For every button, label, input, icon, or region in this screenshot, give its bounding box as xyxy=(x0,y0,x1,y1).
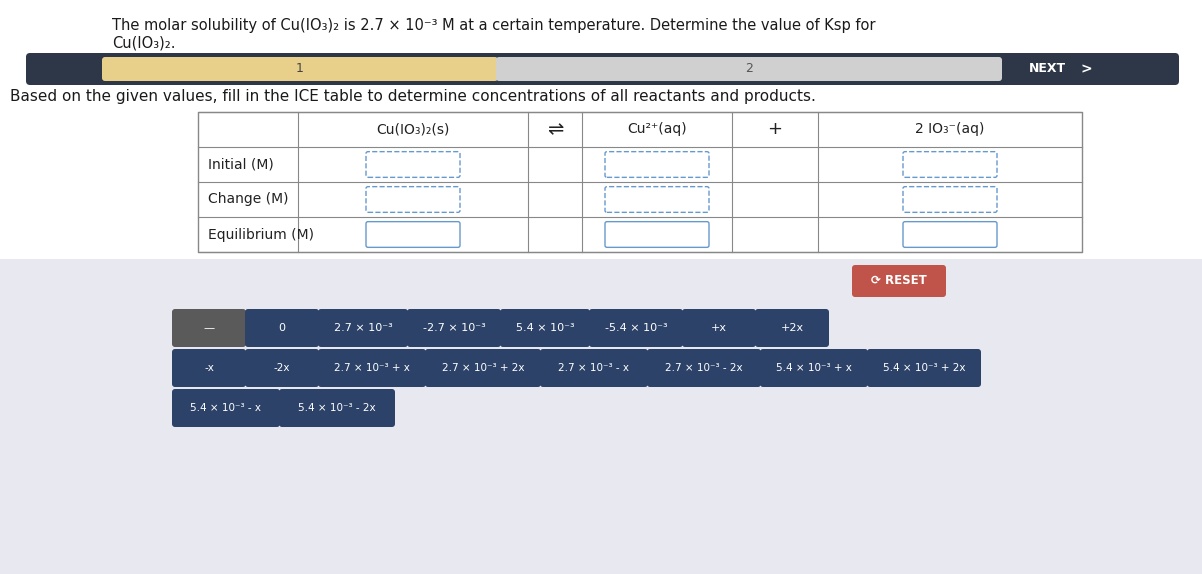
FancyBboxPatch shape xyxy=(172,389,280,427)
FancyBboxPatch shape xyxy=(605,152,709,177)
Text: The molar solubility of Cu(IO₃)₂ is 2.7 × 10⁻³ M at a certain temperature. Deter: The molar solubility of Cu(IO₃)₂ is 2.7 … xyxy=(112,18,875,33)
FancyBboxPatch shape xyxy=(682,309,756,347)
Text: ⟳ RESET: ⟳ RESET xyxy=(871,274,927,288)
Text: 5.4 × 10⁻³ + 2x: 5.4 × 10⁻³ + 2x xyxy=(882,363,965,373)
Text: >: > xyxy=(1081,62,1093,76)
FancyBboxPatch shape xyxy=(365,222,460,247)
FancyBboxPatch shape xyxy=(279,389,395,427)
FancyBboxPatch shape xyxy=(755,309,829,347)
Text: 2.7 × 10⁻³ - x: 2.7 × 10⁻³ - x xyxy=(559,363,630,373)
FancyBboxPatch shape xyxy=(605,222,709,247)
Text: 2: 2 xyxy=(745,63,752,76)
Text: +2x: +2x xyxy=(780,323,804,333)
FancyBboxPatch shape xyxy=(365,152,460,177)
FancyBboxPatch shape xyxy=(647,349,761,387)
Text: -5.4 × 10⁻³: -5.4 × 10⁻³ xyxy=(605,323,667,333)
Text: 5.4 × 10⁻³ - 2x: 5.4 × 10⁻³ - 2x xyxy=(298,403,376,413)
Text: ⇌: ⇌ xyxy=(547,120,564,139)
Text: 5.4 × 10⁻³ + x: 5.4 × 10⁻³ + x xyxy=(776,363,852,373)
Text: 0: 0 xyxy=(279,323,286,333)
FancyBboxPatch shape xyxy=(540,349,648,387)
FancyBboxPatch shape xyxy=(245,349,319,387)
FancyBboxPatch shape xyxy=(589,309,683,347)
FancyBboxPatch shape xyxy=(319,309,407,347)
Text: Cu(IO₃)₂(s): Cu(IO₃)₂(s) xyxy=(376,122,450,137)
Text: +: + xyxy=(768,121,783,138)
Text: —: — xyxy=(203,323,215,333)
FancyBboxPatch shape xyxy=(172,349,246,387)
Text: Initial (M): Initial (M) xyxy=(208,157,274,172)
Text: 2.7 × 10⁻³ - 2x: 2.7 × 10⁻³ - 2x xyxy=(665,363,743,373)
Text: -2.7 × 10⁻³: -2.7 × 10⁻³ xyxy=(423,323,486,333)
FancyBboxPatch shape xyxy=(496,57,1002,81)
FancyBboxPatch shape xyxy=(760,349,868,387)
Text: 2.7 × 10⁻³: 2.7 × 10⁻³ xyxy=(334,323,392,333)
Text: -x: -x xyxy=(204,363,214,373)
Text: Cu²⁺(aq): Cu²⁺(aq) xyxy=(627,122,686,137)
FancyBboxPatch shape xyxy=(852,265,946,297)
FancyBboxPatch shape xyxy=(245,309,319,347)
Text: Cu(IO₃)₂.: Cu(IO₃)₂. xyxy=(112,36,175,51)
FancyBboxPatch shape xyxy=(867,349,981,387)
Text: Equilibrium (M): Equilibrium (M) xyxy=(208,227,314,242)
Bar xyxy=(0,259,1202,574)
FancyBboxPatch shape xyxy=(605,187,709,212)
Bar xyxy=(198,112,1082,252)
Text: 5.4 × 10⁻³ - x: 5.4 × 10⁻³ - x xyxy=(190,403,262,413)
Text: 1: 1 xyxy=(296,63,304,76)
FancyBboxPatch shape xyxy=(903,222,996,247)
FancyBboxPatch shape xyxy=(172,309,246,347)
FancyBboxPatch shape xyxy=(319,349,426,387)
Text: NEXT: NEXT xyxy=(1029,63,1066,76)
Text: 2.7 × 10⁻³ + 2x: 2.7 × 10⁻³ + 2x xyxy=(442,363,524,373)
Text: 5.4 × 10⁻³: 5.4 × 10⁻³ xyxy=(516,323,575,333)
FancyBboxPatch shape xyxy=(102,57,498,81)
Text: +x: +x xyxy=(712,323,727,333)
Text: -2x: -2x xyxy=(274,363,290,373)
FancyBboxPatch shape xyxy=(903,187,996,212)
FancyBboxPatch shape xyxy=(26,53,1179,85)
FancyBboxPatch shape xyxy=(407,309,501,347)
FancyBboxPatch shape xyxy=(365,187,460,212)
Text: Based on the given values, fill in the ICE table to determine concentrations of : Based on the given values, fill in the I… xyxy=(10,89,816,104)
FancyBboxPatch shape xyxy=(903,152,996,177)
FancyBboxPatch shape xyxy=(500,309,590,347)
Text: 2.7 × 10⁻³ + x: 2.7 × 10⁻³ + x xyxy=(334,363,410,373)
FancyBboxPatch shape xyxy=(426,349,541,387)
Text: 2 IO₃⁻(aq): 2 IO₃⁻(aq) xyxy=(915,122,984,137)
Text: Change (M): Change (M) xyxy=(208,192,288,207)
